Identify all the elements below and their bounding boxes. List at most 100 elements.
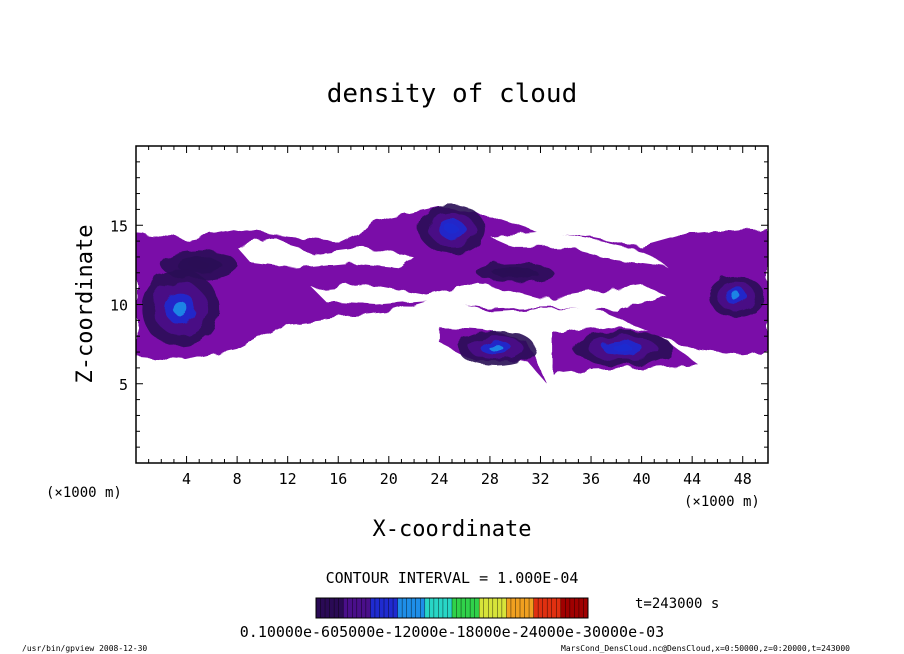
x-tick-label: 8 [233,470,242,488]
colorbar-cell [316,598,321,618]
colorbar-cell [492,598,498,618]
time-label: t=243000 s [635,596,719,612]
colorbar-cell [497,598,503,618]
footer-right: MarsCond_DensCloud.nc@DensCloud,x=0:5000… [561,644,850,653]
cloud-gap [237,237,415,268]
colorbar-cell [501,598,507,618]
contour-interval-label: CONTOUR INTERVAL = 1.000E-04 [326,569,579,587]
x-tick-label: 48 [734,470,752,488]
colorbar-cell [447,598,453,618]
density-cell-low-cell-a [489,344,504,352]
x-tick-label: 40 [633,470,651,488]
colorbar-cell [442,598,448,618]
cloud-gap [313,282,667,311]
density-cell-left-cluster [173,301,188,316]
density-field [136,204,768,384]
colorbar-cell [583,598,589,618]
colorbar-cell [488,598,494,618]
colorbar-cell [379,598,385,618]
colorbar-cell [465,598,471,618]
colorbar-cell [415,598,421,618]
colorbar-cell [361,598,367,618]
y-axis: 5 10 15 [110,161,768,448]
colorbar-cell [574,598,580,618]
colorbar-cell [329,598,335,618]
colorbar-cell [352,598,358,618]
colorbar-cell [424,598,430,618]
colorbar-tick-labels: 0.10000e-605000e-12000e-18000e-24000e-30… [240,623,664,641]
colorbar-cell [556,598,562,618]
colorbar-cell [533,598,539,618]
density-cell-left-upper-band [189,261,210,269]
cloud-gap [489,231,667,267]
colorbar-cell [411,598,417,618]
colorbar-cell [542,598,548,618]
colorbar-cell [343,598,349,618]
colorbar-cell [456,598,462,618]
colorbar-cell [520,598,525,618]
colorbar-frame [315,597,589,619]
colorbar-cell [393,598,398,618]
y-tick-label: 10 [110,297,128,315]
x-tick-label: 36 [582,470,600,488]
x-tick-label: 4 [182,470,191,488]
x-unit-right: (×1000 m) [684,494,760,510]
colorbar [315,598,589,618]
colorbar-cell [370,598,376,618]
colorbar-cell [338,598,344,618]
colorbar-cell [397,598,403,618]
colorbar-cell [565,598,571,618]
y-axis-label: Z-coordinate [73,225,98,384]
colorbar-cell [569,598,575,618]
colorbar-cell [474,598,480,618]
chart-title: density of cloud [327,79,577,109]
density-cell-low-cell-b [613,344,632,352]
colorbar-cell [515,598,521,618]
x-tick-label: 20 [380,470,398,488]
colorbar-cell [560,598,566,618]
colorbar-cell [529,598,534,618]
colorbar-cell [538,598,543,618]
colorbar-cell [384,598,389,618]
colorbar-cell [388,598,394,618]
colorbar-cell [510,598,516,618]
colorbar-cell [356,598,362,618]
colorbar-cell [547,598,553,618]
colorbar-cell [438,598,444,618]
colorbar-cell [483,598,489,618]
density-cell-top-center-cell [445,224,459,234]
density-cell-center-band [505,270,526,276]
y-tick-label: 15 [110,217,128,235]
colorbar-cell [479,598,485,618]
colorbar-cell [524,598,530,618]
colorbar-cell [506,598,512,618]
colorbar-cell [420,598,426,618]
x-axis-label: X-coordinate [373,517,532,542]
colorbar-cell [334,598,339,618]
colorbar-cell [365,598,371,618]
x-tick-label: 12 [279,470,297,488]
colorbar-cell [374,598,380,618]
colorbar-cell [578,598,584,618]
x-tick-label: 16 [329,470,347,488]
colorbar-cell [320,598,326,618]
colorbar-cell [452,598,457,618]
colorbar-cell [470,598,475,618]
x-tick-label: 32 [531,470,549,488]
x-unit-left: (×1000 m) [46,485,122,501]
colorbar-cell [461,598,466,618]
x-tick-label: 24 [430,470,448,488]
plot-area [136,204,768,384]
x-axis: 4 8 12 16 20 24 28 32 36 40 44 48 [148,146,756,488]
colorbar-cell [402,598,407,618]
footer-left: /usr/bin/gpview 2008-12-30 [22,644,147,653]
colorbar-cell [406,598,412,618]
colorbar-cell [433,598,439,618]
colorbar-cell [551,598,557,618]
density-cell-right-cluster [731,292,742,301]
colorbar-cell [347,598,353,618]
colorbar-cell [325,598,330,618]
y-tick-label: 5 [119,376,128,394]
colorbar-cell [429,598,435,618]
